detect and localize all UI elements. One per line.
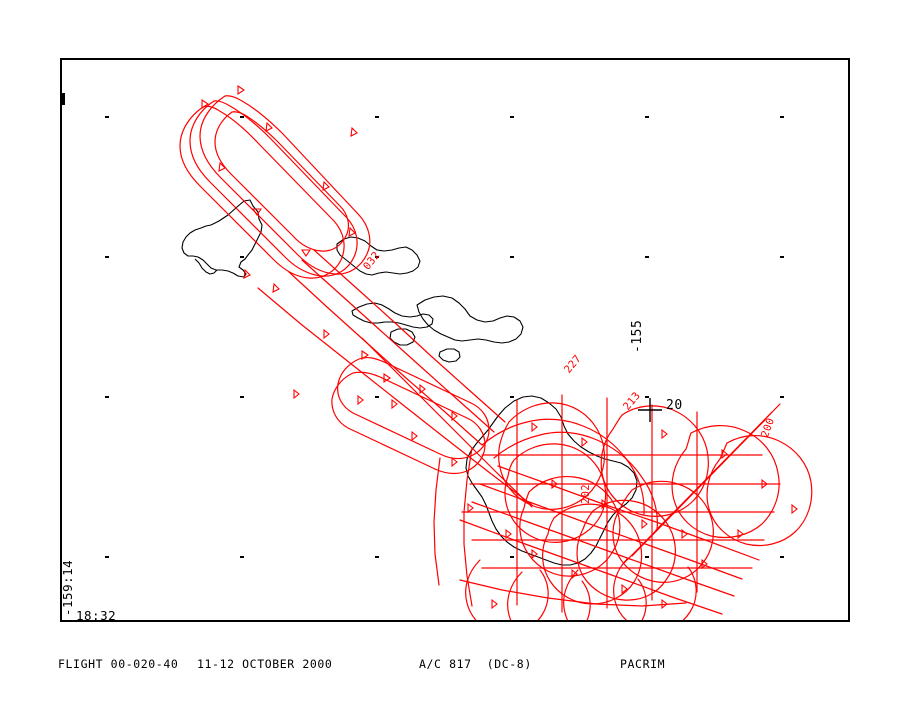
track-bigisland-oval-c3 bbox=[542, 503, 643, 605]
axis-label-longitude-left: -159:14 bbox=[60, 559, 75, 616]
track-bigisland-loop-far-e bbox=[706, 435, 813, 547]
track-bigisland-loop-nw bbox=[498, 402, 605, 510]
caption-rotation: 0.0 bbox=[620, 704, 643, 705]
track-transit-kauai-to-oahu-c bbox=[313, 249, 506, 423]
track-west-coast-line bbox=[463, 447, 473, 607]
track-bigisland-transect-3 bbox=[497, 465, 760, 561]
track-bigisland-transect-4 bbox=[459, 519, 723, 615]
track-kauai-racetrack-1 bbox=[179, 105, 345, 279]
caption-block: FLIGHT 00-020-40 11-12 OCTOBER 2000 A/C … bbox=[58, 626, 908, 705]
caption-mission: PACRIM bbox=[620, 657, 666, 671]
caption-projection: LAMBERT CONFORMAL PROJECTION, SP1 = 18.1… bbox=[58, 704, 427, 705]
track-far-west-line bbox=[433, 457, 441, 586]
frame-edge-tick bbox=[62, 93, 65, 105]
track-transit-kauai-to-oahu-b bbox=[301, 259, 495, 433]
coastline-kauai bbox=[181, 199, 263, 278]
track-transit-kauai-to-oahu-a bbox=[288, 271, 483, 446]
caption-flight-number: FLIGHT 00-020-40 bbox=[58, 657, 179, 671]
track-channel-racetrack-2 bbox=[331, 371, 486, 475]
map-plot-frame: -155 20 032 227 213 202 200 bbox=[60, 58, 850, 622]
coastline-kahoolawe bbox=[438, 348, 461, 363]
crosshair-latitude-label: 20 bbox=[666, 398, 683, 413]
coastline-maui bbox=[416, 295, 524, 344]
track-kauai-racetrack-2 bbox=[189, 100, 358, 277]
flight-track bbox=[179, 95, 813, 620]
caption-aircraft: A/C 817 (DC-8) bbox=[419, 657, 532, 671]
track-kauai-inner-loop bbox=[214, 111, 350, 252]
crosshair-longitude-label: -155 bbox=[630, 319, 645, 353]
crosshair-marker bbox=[638, 398, 662, 422]
track-bigisland-loop-ne bbox=[600, 405, 709, 517]
coastline-hawaii-big-island bbox=[465, 395, 638, 566]
map-canvas bbox=[62, 84, 813, 620]
caption-flight-date: 11-12 OCTOBER 2000 bbox=[197, 657, 333, 671]
coastline-molokai bbox=[351, 302, 434, 329]
caption-line-flight: FLIGHT 00-020-40 11-12 OCTOBER 2000 A/C … bbox=[58, 657, 908, 673]
track-bigisland-transect-1 bbox=[479, 483, 743, 580]
track-bigisland-arc-2 bbox=[493, 431, 658, 531]
track-direction-arrows bbox=[201, 84, 798, 610]
track-kauai-racetrack-3 bbox=[199, 95, 371, 275]
track-transit-long-diagonal bbox=[257, 287, 533, 506]
caption-line-projection: LAMBERT CONFORMAL PROJECTION, SP1 = 18.1… bbox=[58, 704, 908, 705]
graticule-tick-dots bbox=[105, 116, 784, 558]
track-bigisland-oval-c1 bbox=[504, 443, 607, 543]
track-label-202: 202 bbox=[580, 484, 592, 504]
track-bigisland-transect-2 bbox=[471, 501, 735, 597]
track-bigisland-south-loop-1 bbox=[465, 559, 549, 620]
track-bigisland-south-loop-4 bbox=[613, 557, 697, 620]
track-bigisland-south-edge bbox=[459, 579, 687, 607]
track-bigisland-radial-5 bbox=[655, 403, 781, 531]
track-bigisland-oval-c5 bbox=[612, 480, 714, 583]
track-bigisland-arc-1 bbox=[481, 418, 645, 515]
axis-label-latitude-bottom: 18:32 bbox=[76, 608, 117, 623]
track-bigisland-oval-c4 bbox=[576, 499, 676, 601]
coastline-niihau bbox=[194, 258, 218, 275]
track-bigisland-south-loop-2 bbox=[507, 571, 591, 620]
track-bigisland-return-transit bbox=[361, 337, 533, 508]
caption-projection-params: 21.6 CM = -166.4 ROTATED BY bbox=[397, 704, 600, 705]
coastlines bbox=[181, 199, 638, 566]
